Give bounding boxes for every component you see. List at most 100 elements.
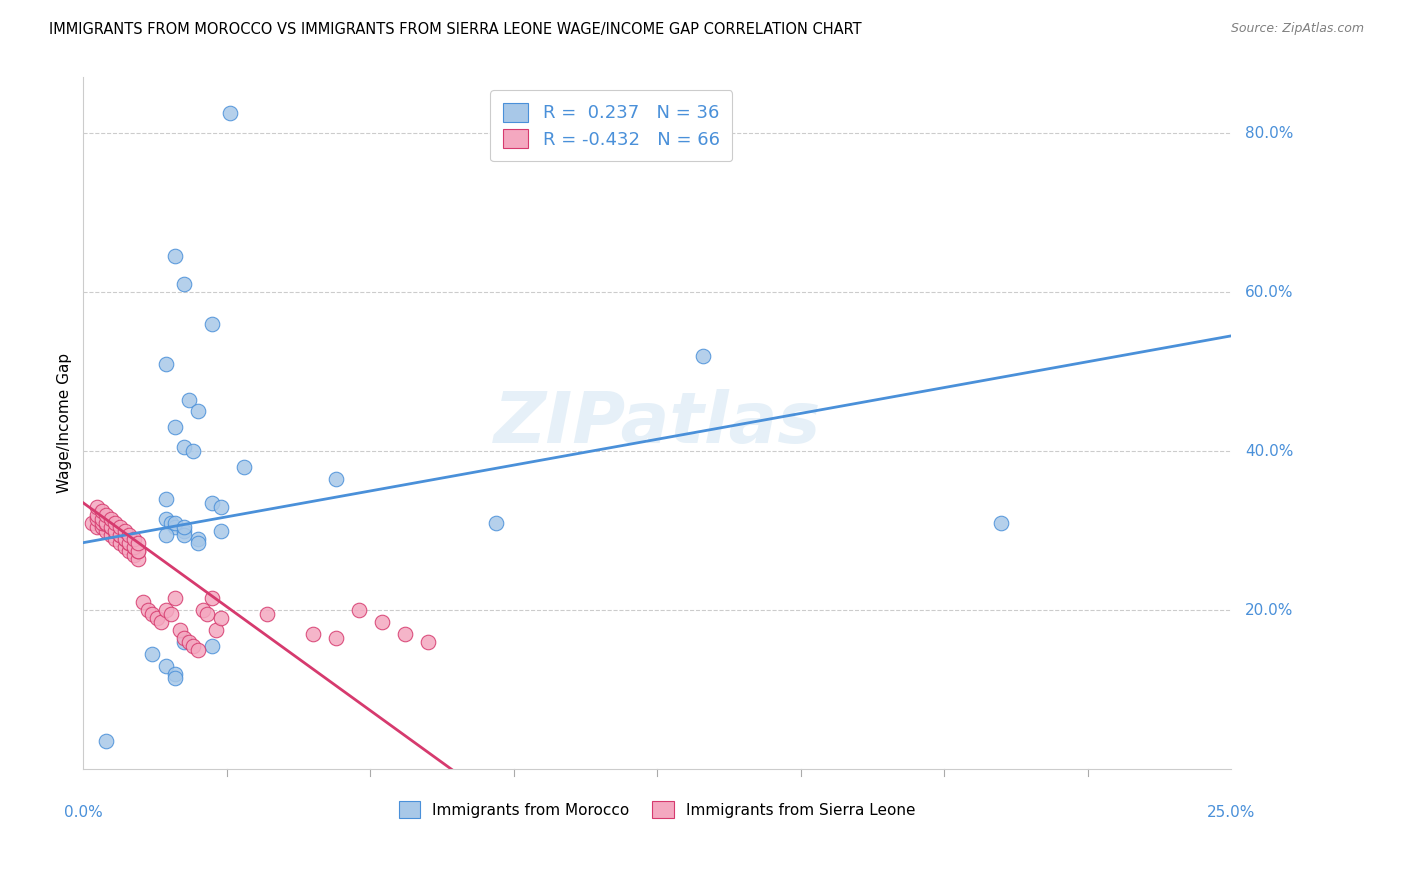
Point <box>173 524 195 538</box>
Point <box>173 635 195 649</box>
Point <box>96 516 118 530</box>
Point <box>209 524 232 538</box>
Point <box>990 516 1012 530</box>
Point <box>209 500 232 514</box>
Point <box>165 249 187 263</box>
Point <box>191 603 214 617</box>
Point <box>325 472 347 486</box>
Point <box>100 527 122 541</box>
Point <box>118 535 141 549</box>
Point <box>114 524 136 538</box>
Point <box>90 512 112 526</box>
Point <box>96 508 118 522</box>
Point <box>104 524 127 538</box>
Point <box>114 532 136 546</box>
Text: Source: ZipAtlas.com: Source: ZipAtlas.com <box>1230 22 1364 36</box>
Point <box>118 543 141 558</box>
Point <box>301 627 323 641</box>
Point <box>150 615 173 630</box>
Point <box>187 532 209 546</box>
Point <box>104 516 127 530</box>
Point <box>416 635 439 649</box>
Point <box>159 607 181 622</box>
Point <box>187 535 209 549</box>
Point <box>394 627 416 641</box>
Point <box>90 504 112 518</box>
Text: 25.0%: 25.0% <box>1206 805 1256 820</box>
Point <box>187 643 209 657</box>
Point <box>100 520 122 534</box>
Point <box>90 516 112 530</box>
Point <box>127 535 149 549</box>
Point <box>209 611 232 625</box>
Point <box>132 595 155 609</box>
Point <box>104 524 127 538</box>
Point <box>201 591 224 606</box>
Text: 60.0%: 60.0% <box>1244 285 1294 300</box>
Point <box>141 607 163 622</box>
Point <box>165 516 187 530</box>
Point <box>165 520 187 534</box>
Point <box>122 532 145 546</box>
Point <box>165 666 187 681</box>
Point <box>114 540 136 554</box>
Point <box>173 277 195 292</box>
Point <box>177 392 200 407</box>
Point <box>183 639 205 653</box>
Point <box>173 631 195 645</box>
Text: 0.0%: 0.0% <box>63 805 103 820</box>
Point <box>692 349 714 363</box>
Point <box>173 520 195 534</box>
Point <box>201 639 224 653</box>
Point <box>100 520 122 534</box>
Point <box>256 607 278 622</box>
Text: IMMIGRANTS FROM MOROCCO VS IMMIGRANTS FROM SIERRA LEONE WAGE/INCOME GAP CORRELAT: IMMIGRANTS FROM MOROCCO VS IMMIGRANTS FR… <box>49 22 862 37</box>
Point <box>86 508 108 522</box>
Point <box>155 491 177 506</box>
Point <box>201 496 224 510</box>
Point <box>86 512 108 526</box>
Point <box>114 532 136 546</box>
Point <box>86 520 108 534</box>
Legend: Immigrants from Morocco, Immigrants from Sierra Leone: Immigrants from Morocco, Immigrants from… <box>392 795 922 824</box>
Point <box>96 734 118 748</box>
Point <box>347 603 370 617</box>
Point <box>173 527 195 541</box>
Point <box>173 440 195 454</box>
Point <box>201 317 224 331</box>
Point <box>96 524 118 538</box>
Point <box>136 603 159 617</box>
Point <box>155 512 177 526</box>
Text: 80.0%: 80.0% <box>1244 126 1294 141</box>
Point <box>165 420 187 434</box>
Point <box>127 543 149 558</box>
Point <box>485 516 508 530</box>
Point <box>219 106 242 120</box>
Point <box>127 551 149 566</box>
Point <box>205 623 228 637</box>
Y-axis label: Wage/Income Gap: Wage/Income Gap <box>58 353 72 493</box>
Point <box>165 671 187 685</box>
Text: 20.0%: 20.0% <box>1244 603 1294 618</box>
Point <box>325 631 347 645</box>
Point <box>86 500 108 514</box>
Point <box>177 635 200 649</box>
Point <box>233 460 256 475</box>
Point <box>122 548 145 562</box>
Point <box>141 647 163 661</box>
Text: 40.0%: 40.0% <box>1244 443 1294 458</box>
Point <box>96 517 118 532</box>
Point <box>187 404 209 418</box>
Point <box>122 540 145 554</box>
Point <box>118 535 141 549</box>
Point <box>82 516 104 530</box>
Point <box>155 603 177 617</box>
Point <box>195 607 218 622</box>
Point <box>165 591 187 606</box>
Point <box>145 611 167 625</box>
Point <box>155 357 177 371</box>
Point <box>122 540 145 554</box>
Point <box>183 444 205 458</box>
Point <box>104 532 127 546</box>
Text: ZIPatlas: ZIPatlas <box>494 389 821 458</box>
